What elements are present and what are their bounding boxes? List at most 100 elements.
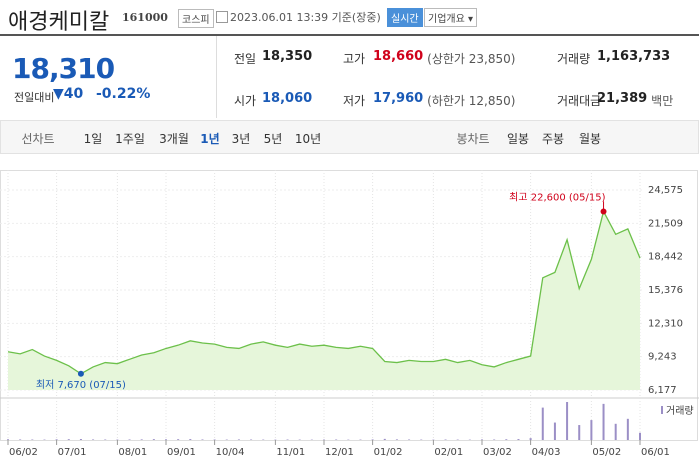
volume-legend: 거래량 xyxy=(666,405,694,417)
annotation-label: 최고 22,600 (05/15) xyxy=(509,191,605,203)
x-tick-label: 11/01 xyxy=(276,447,305,458)
stat-label: 고가 xyxy=(343,52,366,66)
volume-bar xyxy=(505,439,508,440)
volume-bar xyxy=(67,439,70,440)
volume-bar xyxy=(553,422,556,440)
x-tick-label: 02/01 xyxy=(434,447,463,458)
tab-candle[interactable]: 일봉 xyxy=(506,132,530,146)
y-tick-label: 12,310 xyxy=(648,318,683,329)
stat-note: (상한가 23,850) xyxy=(427,52,516,66)
volume-bar xyxy=(602,403,605,440)
volume-bar xyxy=(55,439,58,440)
stat-value: 18,660 xyxy=(373,49,424,64)
y-tick-label: 9,243 xyxy=(648,352,677,363)
x-tick-label: 12/01 xyxy=(325,447,354,458)
x-tick-label: 05/02 xyxy=(592,447,621,458)
stat-label: 거래량 xyxy=(557,52,591,66)
tab-candle[interactable]: 월봉 xyxy=(578,132,602,146)
stat-note: 백만 xyxy=(651,94,674,108)
volume-bar xyxy=(626,418,629,440)
change: ▼40 xyxy=(53,86,84,102)
stat-label: 거래대금 xyxy=(557,94,602,108)
y-tick-label: 24,575 xyxy=(648,185,683,196)
volume-bar xyxy=(614,423,617,440)
volume-bar xyxy=(189,439,192,440)
volume-bar xyxy=(590,420,593,440)
x-tick-label: 07/01 xyxy=(58,447,87,458)
x-tick-label: 04/03 xyxy=(532,447,561,458)
stat-value: 1,163,733 xyxy=(597,49,671,64)
price-line xyxy=(7,209,641,375)
calendar-icon xyxy=(216,11,228,23)
change-value: 40 xyxy=(63,86,84,102)
y-tick-label: 15,376 xyxy=(648,285,683,296)
stat-value: 17,960 xyxy=(373,91,424,106)
volume-bar xyxy=(128,439,131,440)
current-price: 18,310 xyxy=(12,52,115,85)
volume-legend-swatch xyxy=(661,406,663,414)
tab-period[interactable]: 3년 xyxy=(231,132,251,146)
volume-bar xyxy=(529,438,532,440)
tab-group-label[interactable]: 봉차트 xyxy=(456,132,490,146)
x-tick-label: 06/02 xyxy=(9,447,38,458)
tab-candle[interactable]: 주봉 xyxy=(541,132,565,146)
volume-bar xyxy=(481,439,483,440)
y-tick-label: 6,177 xyxy=(648,385,677,396)
stock-name: 애경케미칼 xyxy=(8,10,110,35)
stat-value: 18,060 xyxy=(262,91,313,106)
x-tick-label: 03/02 xyxy=(483,447,512,458)
annotation-dot xyxy=(77,370,84,377)
volume-bar xyxy=(383,438,386,440)
volume-bar xyxy=(517,439,520,440)
tab-bar xyxy=(0,120,699,154)
tab-period[interactable]: 5년 xyxy=(263,132,283,146)
stat-value: 18,350 xyxy=(262,49,313,64)
volume-bar xyxy=(541,407,544,440)
volume-bar xyxy=(152,439,155,440)
x-tick-label: 10/04 xyxy=(216,447,245,458)
volume-bar xyxy=(92,439,95,440)
market-badge: 코스피 xyxy=(178,9,214,28)
volume-bar xyxy=(371,439,374,440)
chart-frame xyxy=(0,170,698,441)
realtime-badge[interactable]: 실시간 xyxy=(387,8,423,27)
y-tick-label: 21,509 xyxy=(648,218,683,229)
volume-bar xyxy=(79,439,82,440)
volume-bar xyxy=(7,439,9,440)
volume-bar xyxy=(177,439,180,440)
price-area xyxy=(8,211,640,390)
change-pct: -0.22% xyxy=(96,86,151,102)
x-tick-label: 06/01 xyxy=(641,447,670,458)
stat-note: (하한가 12,850) xyxy=(427,94,516,108)
volume-bar xyxy=(19,439,22,440)
annotation-dot xyxy=(600,208,607,215)
tab-period[interactable]: 1년 xyxy=(200,132,220,146)
chart: 6,177 9,243 12,310 15,376 18,442 21,509 24,575… xyxy=(0,170,699,458)
volume-bar xyxy=(639,432,641,440)
volume-bar xyxy=(165,439,167,440)
datetime: 2023.06.01 13:39 기준(장중) xyxy=(230,11,381,24)
divider xyxy=(216,36,217,118)
header-rule xyxy=(0,34,699,36)
tab-period[interactable]: 10년 xyxy=(294,132,322,146)
stat-label: 저가 xyxy=(343,94,366,108)
volume-bar xyxy=(237,439,240,440)
tab-period[interactable]: 1일 xyxy=(83,132,103,146)
tab-period[interactable]: 3개월 xyxy=(159,132,189,146)
volume-bar xyxy=(578,425,581,440)
tab-group-label[interactable]: 선차트 xyxy=(21,132,55,146)
change-label: 전일대비 xyxy=(14,91,55,104)
x-tick-label: 09/01 xyxy=(167,447,196,458)
tab-period[interactable]: 1주일 xyxy=(115,132,145,146)
volume-bar xyxy=(395,439,398,440)
x-tick-label: 01/02 xyxy=(374,447,403,458)
stat-label: 전일 xyxy=(234,52,257,66)
stat-label: 시가 xyxy=(234,94,257,108)
volume-bar xyxy=(201,439,204,440)
y-tick-label: 18,442 xyxy=(648,252,683,263)
x-tick-label: 08/01 xyxy=(118,447,147,458)
company-info-label: 기업개요 xyxy=(428,14,465,25)
annotation-label: 최저 7,670 (07/15) xyxy=(36,379,126,391)
company-info-button[interactable]: 기업개요 ▾ xyxy=(424,8,478,27)
